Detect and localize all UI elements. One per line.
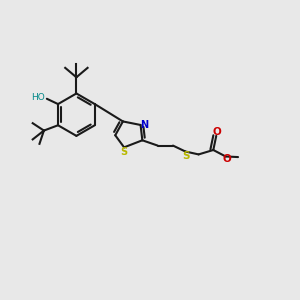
Text: O: O — [223, 154, 231, 164]
Text: S: S — [182, 151, 189, 160]
Text: N: N — [140, 120, 148, 130]
Text: S: S — [121, 147, 128, 157]
Text: HO: HO — [32, 93, 45, 102]
Text: O: O — [212, 127, 221, 137]
